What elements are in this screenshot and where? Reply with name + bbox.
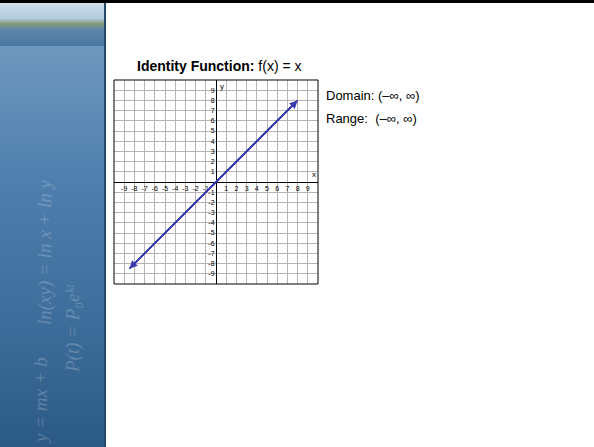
svg-text:4: 4 — [211, 138, 215, 145]
svg-text:3: 3 — [245, 185, 249, 192]
svg-text:y: y — [220, 82, 224, 91]
svg-text:-1: -1 — [203, 185, 209, 192]
svg-text:6: 6 — [211, 117, 215, 124]
html-text:y = mx + b: y = mx + b — [30, 357, 51, 442]
svg-text:1: 1 — [224, 185, 228, 192]
svg-text:-8: -8 — [208, 260, 214, 267]
svg-text:7: 7 — [211, 107, 215, 114]
svg-text:-6: -6 — [208, 240, 214, 247]
svg-text:2: 2 — [234, 185, 238, 192]
svg-text:8: 8 — [296, 185, 300, 192]
svg-text:4: 4 — [255, 185, 259, 192]
svg-text:8: 8 — [211, 97, 215, 104]
svg-text:-5: -5 — [162, 185, 168, 192]
svg-text:9: 9 — [211, 87, 215, 94]
svg-text:-5: -5 — [208, 229, 214, 236]
html-text:Domain: (–∞, ∞): Domain: (–∞, ∞) — [326, 88, 420, 103]
svg-text:x: x — [312, 170, 316, 179]
svg-text:-7: -7 — [208, 250, 214, 257]
svg-text:-8: -8 — [131, 185, 137, 192]
svg-text:-1: -1 — [208, 189, 214, 196]
svg-text:-4: -4 — [208, 219, 214, 226]
svg-text:5: 5 — [265, 185, 269, 192]
svg-text:6: 6 — [275, 185, 279, 192]
svg-text:-4: -4 — [172, 185, 178, 192]
svg-text:2: 2 — [211, 158, 215, 165]
svg-text:7: 7 — [285, 185, 289, 192]
svg-text:-6: -6 — [152, 185, 158, 192]
html-text:Identity Function: f(x) = x: Identity Function: f(x) = x — [137, 58, 302, 74]
svg-text:1: 1 — [211, 168, 215, 175]
svg-text:-2: -2 — [208, 199, 214, 206]
html-text:Range: (–∞, ∞): Range: (–∞, ∞) — [326, 111, 417, 126]
html-text:ln(xy) = ln x + ln y: ln(xy) = ln x + ln y — [34, 180, 55, 325]
svg-text:3: 3 — [211, 148, 215, 155]
svg-text:-9: -9 — [121, 185, 127, 192]
svg-text:-2: -2 — [192, 185, 198, 192]
svg-text:-3: -3 — [182, 185, 188, 192]
svg-text:-7: -7 — [141, 185, 147, 192]
svg-text:-3: -3 — [208, 209, 214, 216]
svg-text:-9: -9 — [208, 270, 214, 277]
html-text:P(t) = P₀eᵏᵗ: P(t) = P₀eᵏᵗ — [62, 285, 83, 372]
svg-text:9: 9 — [306, 185, 310, 192]
svg-text:5: 5 — [211, 127, 215, 134]
